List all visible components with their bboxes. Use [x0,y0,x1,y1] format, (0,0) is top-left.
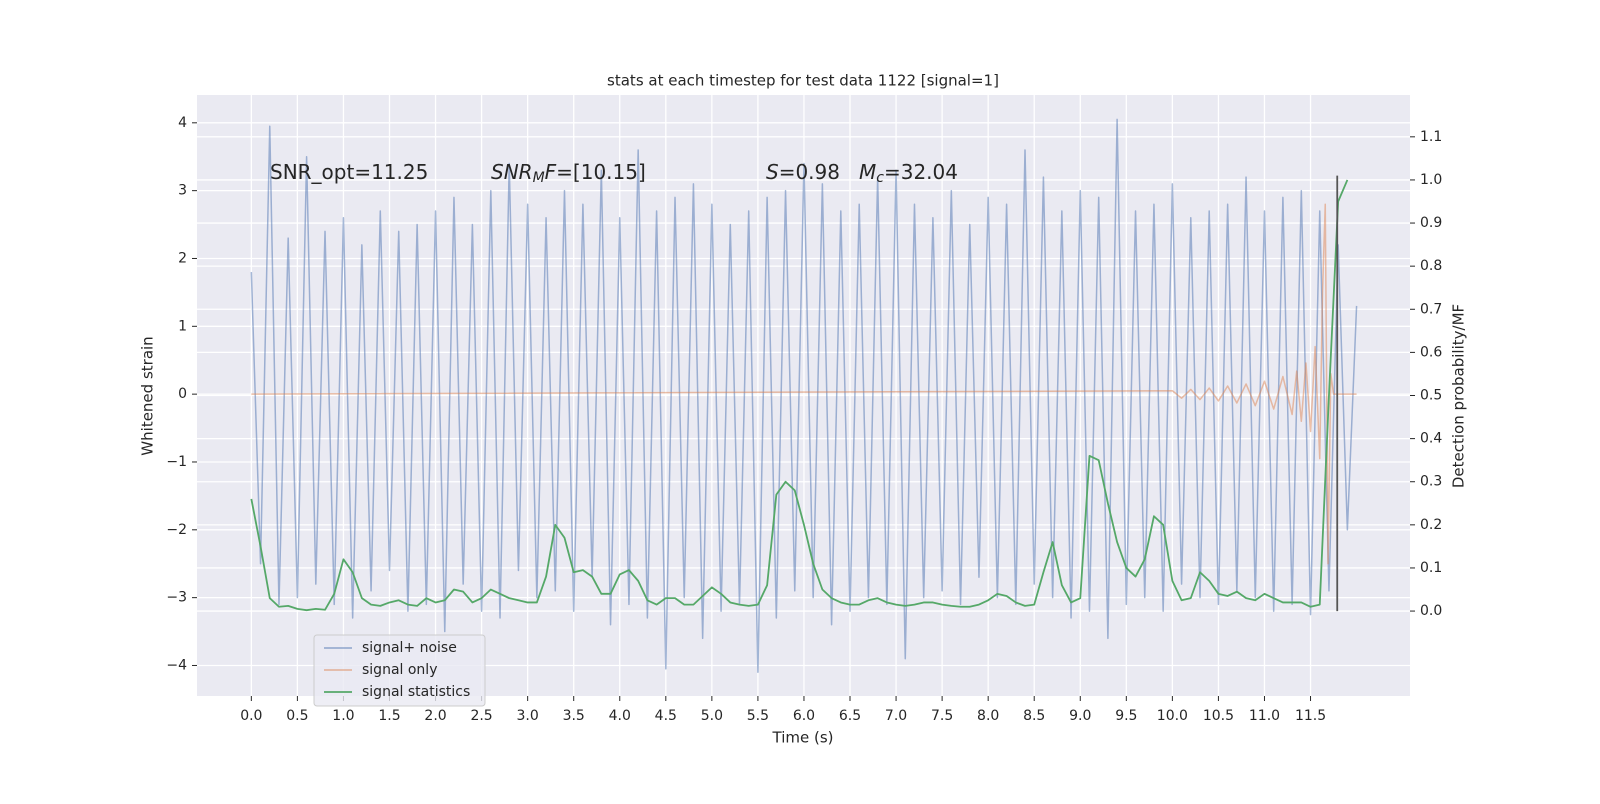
annotation-part: S [766,160,779,184]
x-axis-label: Time (s) [772,729,834,747]
x-tick-label: 9.0 [1069,708,1091,724]
x-tick-label: 1.0 [332,708,354,724]
y2-tick-label: 0.5 [1420,388,1442,404]
x-tick-label: 6.0 [793,708,815,724]
series-line [250,118,1358,674]
x-tick-label: 10.5 [1203,708,1234,724]
annotation-part: =[10.15] [556,160,646,184]
y2-tick-label: 0.3 [1420,474,1442,490]
y2-tick-label: 0.8 [1420,258,1442,274]
x-tick-label: 7.0 [885,708,907,724]
y2-tick-label: 0.7 [1420,301,1442,317]
annotation-part: =0.98 [779,160,840,184]
annotation: S=0.98 [766,160,840,184]
y2-tick-label: 1.0 [1420,172,1442,188]
x-tick-label: 7.5 [931,708,953,724]
x-tick-label: 5.5 [747,708,769,724]
y2-tick-label: 0.2 [1420,517,1442,533]
marks [250,118,1358,674]
series-line [251,203,1357,565]
y-tick-label: 4 [178,115,187,131]
x-tick-label: 4.5 [655,708,677,724]
x-tick-label: 2.5 [470,708,492,724]
y2-tick-label: 0.1 [1420,560,1442,576]
y2-tick-label: 0.6 [1420,344,1442,360]
y2-axis-label: Detection probability/MF [1450,304,1468,488]
annotation-part: M [859,160,876,184]
x-tick-label: 2.0 [424,708,446,724]
annotation-part: SNR [491,160,533,184]
chart-title: stats at each timestep for test data 112… [607,72,999,90]
y-tick-label: −3 [166,590,187,606]
annotation-part: SNR_opt=11.25 [270,160,428,184]
x-tick-label: 8.0 [977,708,999,724]
x-tick-label: 6.5 [839,708,861,724]
annotation-part: F [545,160,557,184]
y2-tick-label: 0.9 [1420,215,1442,231]
annotation: Mc=32.04 [859,160,958,187]
x-tick-label: 0.5 [286,708,308,724]
y-tick-label: 1 [178,318,187,334]
annotation: SNR_opt=11.25 [270,160,428,184]
y-tick-label: −1 [166,454,187,470]
y-tick-label: 2 [178,250,187,266]
x-tick-label: 0.0 [240,708,262,724]
y-tick-label: −4 [166,657,187,673]
y-tick-label: 3 [178,183,187,199]
y-tick-label: 0 [178,386,187,402]
annotation: SNRMF=[10.15] [491,160,646,187]
x-tick-label: 3.5 [563,708,585,724]
x-tick-label: 1.5 [378,708,400,724]
x-tick-label: 4.0 [609,708,631,724]
annotation-part: =32.04 [884,160,958,184]
x-tick-label: 5.0 [701,708,723,724]
annotation-part: c [876,170,884,186]
x-tick-label: 11.5 [1295,708,1326,724]
y2-tick-label: 0.0 [1420,603,1442,619]
y2-tick-label: 0.4 [1420,431,1442,447]
legend-box [313,634,486,707]
y-axis-label: Whitened strain [139,336,157,455]
series-line [250,179,1349,612]
x-tick-label: 10.0 [1157,708,1188,724]
annotation-part: M [533,170,545,186]
x-tick-label: 9.5 [1115,708,1137,724]
x-tick-label: 11.0 [1249,708,1280,724]
axes: 0.0 0.5 1.0 1.5 2.0 2.5 3.0 3.5 4.0 4.5 5.0 5.5 6.0 6… [166,115,1442,724]
legend-label: signal statistics [362,684,470,700]
legend-label: signal only [362,662,437,678]
x-tick-label: 3.0 [517,708,539,724]
x-tick-label: 8.5 [1023,708,1045,724]
legend-label: signal+ noise [362,640,457,656]
y2-tick-label: 1.1 [1420,129,1442,145]
y-tick-label: −2 [166,522,187,538]
